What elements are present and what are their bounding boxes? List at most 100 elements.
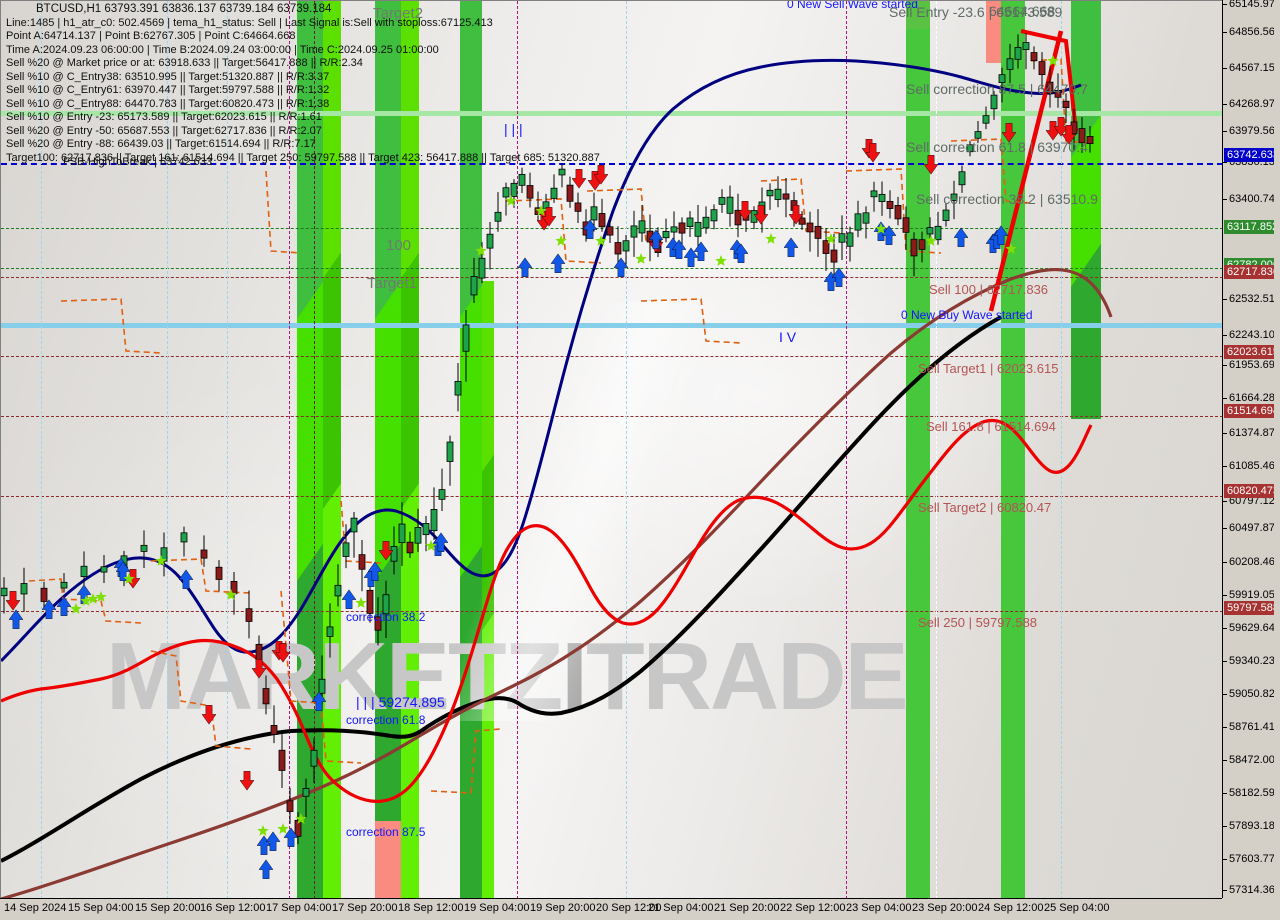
price-tick: 58761.410 <box>1223 721 1280 734</box>
header-line-6: Sell %10 @ C_Entry61: 63970.447 || Targe… <box>6 84 330 97</box>
time-separator <box>936 1 937 899</box>
session-band <box>482 281 494 899</box>
price-tick: 58182.590 <box>1223 787 1280 800</box>
sell-correction-382: Sell correction 38.2 | 63510.9 <box>916 191 1098 207</box>
sell-target2-label: Sell Target2 | 60820.47 <box>918 500 1052 515</box>
wave-iv-label: I V <box>779 329 797 345</box>
level-60820-label: 60820.473 <box>1224 484 1280 498</box>
level-line-60820 <box>1 496 1223 497</box>
time-tick-label: 21 Sep 20:00 <box>714 902 780 914</box>
buy-arrow-icon <box>265 831 281 851</box>
time-separator <box>289 1 290 899</box>
right-strip <box>1274 0 1280 898</box>
target1-label: Target1 <box>367 275 418 292</box>
sell-arrow-icon <box>593 165 609 185</box>
buy-arrow-icon <box>783 237 799 257</box>
level-62023-label: 62023.615 <box>1224 345 1280 359</box>
signal-star-icon <box>225 589 237 600</box>
price-tick: 63979.560 <box>1223 125 1280 138</box>
sell-arrow-icon <box>753 205 769 225</box>
price-tick: 61664.280 <box>1223 392 1280 405</box>
sell-correction-875: Sell correction 87.5 | 64470.7 <box>906 81 1088 97</box>
ma-brown-line <box>1 267 1113 899</box>
level-line-62717 <box>1 277 1223 278</box>
price-tick: 64856.560 <box>1223 26 1280 39</box>
buy-arrow-icon <box>550 253 566 273</box>
sell-arrow-icon <box>239 771 255 791</box>
session-band-red <box>375 821 401 899</box>
time-axis[interactable]: 14 Sep 2024 15 Sep 04:00 15 Sep 20:00 16 Se… <box>0 898 1222 920</box>
level-59797-label: 59797.588 <box>1224 601 1280 615</box>
buy-arrow-icon <box>648 229 664 249</box>
level-100-label: 100 <box>386 237 412 254</box>
sell-arrow-icon <box>275 643 291 663</box>
price-axis[interactable]: 65145.970 64856.560 64567.150 64268.970 6397… <box>1222 0 1280 898</box>
buy-arrow-icon <box>311 691 327 711</box>
sell-arrow-icon <box>571 169 587 189</box>
session-band <box>323 1 341 899</box>
time-tick-label: 17 Sep 20:00 <box>332 902 398 914</box>
price-tick: 59629.640 <box>1223 622 1280 635</box>
price-tick: 61953.690 <box>1223 359 1280 372</box>
price-series-layer <box>1 29 1113 899</box>
buy-arrow-icon <box>341 589 357 609</box>
current-price-label: 63742.633 <box>1224 148 1280 162</box>
signal-star-icon <box>87 593 99 604</box>
ma-red-line <box>1 418 1093 803</box>
sell-arrow-icon <box>865 143 881 163</box>
buy-arrow-icon <box>693 241 709 261</box>
price-tick: 65145.970 <box>1223 0 1280 11</box>
signal-star-icon <box>295 813 307 824</box>
signal-star-icon <box>825 233 837 244</box>
time-tick-label: 17 Sep 04:00 <box>266 902 332 914</box>
time-tick-label: 15 Sep 04:00 <box>68 902 134 914</box>
watermark-text-3: TRADE <box>585 623 909 730</box>
chart-plot-area[interactable]: MARKETZITRADE <box>0 0 1223 899</box>
signal-star-icon <box>1005 243 1017 254</box>
sell-250-label: Sell 250 | 59797.588 <box>918 615 1038 630</box>
header-line-9: Sell %20 @ Entry -50: 65687.553 || Targe… <box>6 124 322 137</box>
price-tick: 59050.820 <box>1223 688 1280 701</box>
sell-arrow-icon <box>251 659 267 679</box>
buy-arrow-icon <box>993 225 1009 245</box>
time-separator <box>626 1 627 899</box>
signal-star-icon <box>95 591 107 602</box>
level-line-lightblue <box>1 323 1223 328</box>
time-separator <box>517 1 518 899</box>
time-separator <box>1061 1 1062 899</box>
target2-label: Target2 <box>373 5 424 22</box>
ma-navy-line <box>1 58 1082 663</box>
buy-arrow-icon <box>671 239 687 259</box>
price-tick: 59919.050 <box>1223 589 1280 602</box>
session-band <box>401 1 419 899</box>
sell-arrow-icon <box>201 705 217 725</box>
sell-arrow-icon <box>5 591 21 611</box>
signal-star-icon <box>257 825 269 836</box>
signal-star-icon <box>425 540 437 551</box>
signal-star-icon <box>123 573 135 584</box>
new-sell-wave-label: 0 New Sell Wave started <box>787 0 918 11</box>
new-buy-wave-label: 0 New Buy Wave started <box>901 308 1033 322</box>
header-line-1: Line:1485 | h1_atr_c0: 502.4569 | tema_h… <box>6 16 493 29</box>
sell-1618-label: Sell 161.8 | 61514.694 <box>926 419 1056 434</box>
signal-star-icon <box>475 245 487 256</box>
signal-star-icon <box>595 235 607 246</box>
signal-star-icon <box>765 233 777 244</box>
point-c-value: 64664.668 <box>989 3 1056 19</box>
signal-star-icon <box>925 235 937 246</box>
buy-arrow-icon <box>8 609 24 629</box>
header-line-11: Target100: 62717.836 || Target 161: 6151… <box>6 152 600 165</box>
sell-arrow-icon <box>1001 123 1017 143</box>
buy-arrow-icon <box>367 561 383 581</box>
level-line-62782 <box>1 268 1223 269</box>
signal-star-icon <box>715 255 727 266</box>
sell-arrow-icon <box>923 155 939 175</box>
price-tick: 64268.970 <box>1223 98 1280 111</box>
correction-382-label: correction 38.2 <box>346 610 426 624</box>
wave-price-label: | | | 59274.895 <box>356 694 445 710</box>
price-tick: 57314.360 <box>1223 884 1280 897</box>
signal-star-icon <box>555 235 567 246</box>
brand-watermark: MARKETZITRADE <box>106 629 909 725</box>
price-tick: 62243.100 <box>1223 329 1280 342</box>
